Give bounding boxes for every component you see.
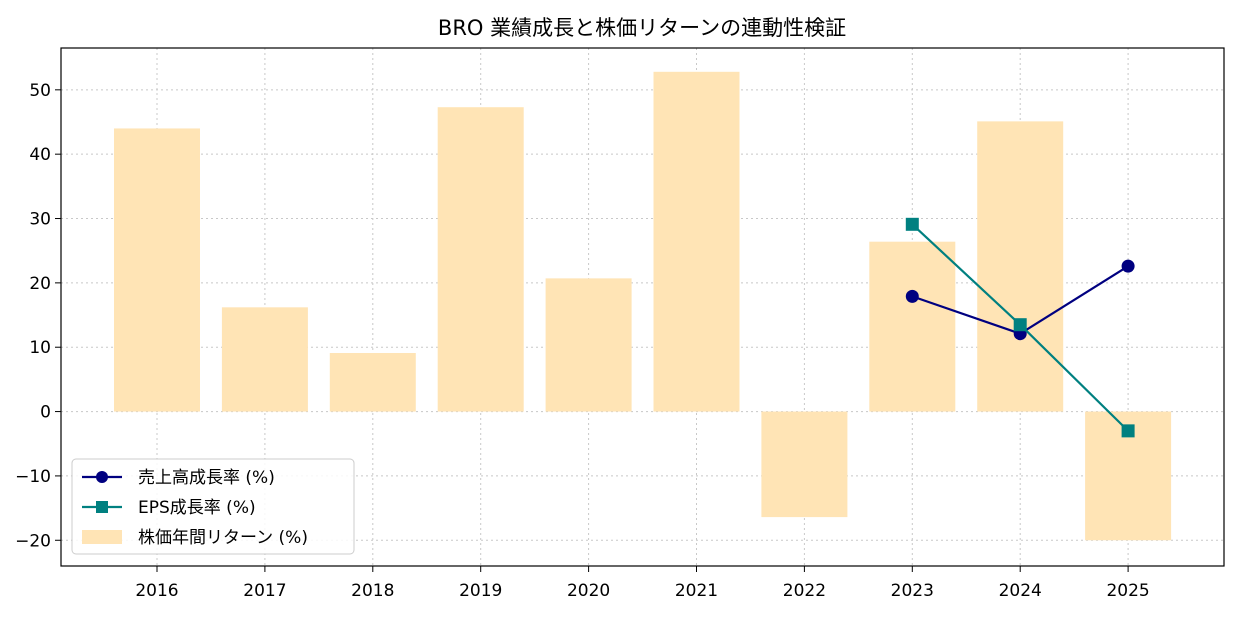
x-tick-label: 2019 — [459, 581, 502, 601]
y-tick-label: 10 — [29, 338, 51, 358]
bar — [761, 411, 848, 518]
x-tick-label: 2023 — [891, 581, 934, 601]
bar — [221, 307, 308, 412]
y-tick-label: 0 — [40, 403, 51, 423]
bar — [545, 278, 632, 412]
y-tick-label: 30 — [29, 210, 51, 230]
plot-frame — [60, 47, 1225, 567]
x-tick-label: 2018 — [351, 581, 394, 601]
y-tick-label: 20 — [29, 274, 51, 294]
bar-layer — [114, 71, 1172, 541]
line-layer — [905, 217, 1135, 438]
grid-layer — [61, 48, 1224, 566]
chart-title: BRO 業績成長と株価リターンの連動性検証 — [438, 16, 846, 40]
bar — [437, 107, 524, 412]
legend-box — [71, 458, 355, 555]
legend: 売上高成長率 (%) EPS成長率 (%) 株価年間リターン (%) — [71, 458, 355, 555]
bar — [653, 71, 740, 412]
x-tick-label: 2020 — [567, 581, 610, 601]
data-point — [1121, 259, 1135, 273]
legend-label: 株価年間リターン (%) — [138, 528, 308, 548]
data-point — [905, 217, 919, 231]
bar — [114, 128, 200, 412]
x-tick-label: 2017 — [243, 581, 286, 601]
y-tick-label: −20 — [15, 531, 51, 551]
data-point — [1013, 318, 1027, 332]
data-point — [1121, 424, 1135, 438]
legend-label: 売上高成長率 (%) — [138, 468, 275, 488]
x-tick-label: 2021 — [675, 581, 718, 601]
bar — [977, 121, 1064, 412]
x-tick-label: 2025 — [1106, 581, 1149, 601]
legend-swatch — [82, 530, 122, 544]
legend-marker — [96, 471, 108, 483]
legend-marker — [96, 501, 108, 513]
x-tick-label: 2016 — [135, 581, 178, 601]
legend-label: EPS成長率 (%) — [138, 498, 256, 518]
x-tick-label: 2022 — [783, 581, 826, 601]
data-point — [905, 289, 919, 303]
y-tick-label: −10 — [15, 467, 51, 487]
y-tick-label: 40 — [29, 145, 51, 165]
bar — [869, 241, 956, 412]
bar — [329, 353, 416, 412]
axis-layer: −20 −10 0 10 20 30 40 50 2016 2017 2018 2019 2020 202… — [15, 47, 1225, 601]
x-tick-label: 2024 — [999, 581, 1042, 601]
y-tick-label: 50 — [29, 81, 51, 101]
